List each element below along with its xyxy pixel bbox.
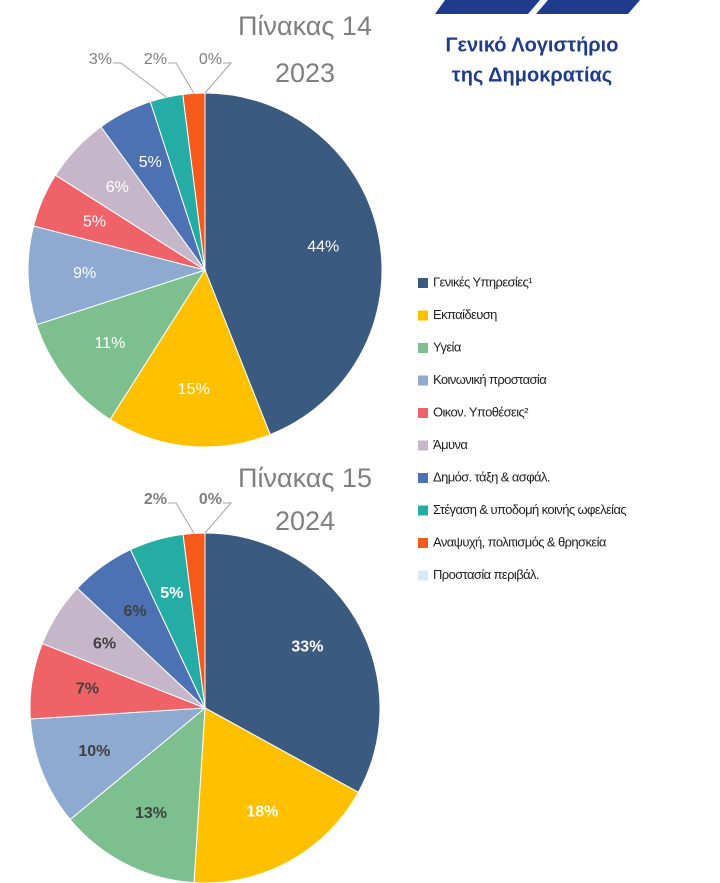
legend-label: Εκπαίδευση [433, 307, 497, 322]
data-label: 18% [246, 803, 278, 820]
chart-subtitle: 2024 [275, 506, 335, 536]
legend-label: Οικον. Υποθέσεις² [433, 404, 529, 419]
leader-line [113, 62, 167, 98]
data-label: 6% [106, 179, 129, 196]
data-label: 2% [144, 51, 167, 68]
legend-swatch [418, 310, 428, 321]
legend-label: Προστασία περιβάλ. [433, 567, 539, 582]
legend-label: Άμυνα [433, 437, 468, 452]
data-label: 2% [144, 491, 167, 508]
legend-label: Δημόσ. τάξη & ασφάλ. [433, 469, 550, 484]
logo-line: Γενικό Λογιστήριο [446, 34, 619, 56]
legend-label: Υγεία [433, 339, 462, 354]
chart-title: Πίνακας 15 [238, 463, 372, 493]
chart-title: Πίνακας 14 [238, 11, 372, 41]
legend-label: Κοινωνική προστασία [433, 372, 547, 387]
legend-swatch [418, 505, 428, 516]
logo-shape-gap [528, 0, 548, 14]
legend-swatch [418, 440, 428, 451]
pie-slice [29, 707, 207, 821]
leader-line [204, 502, 233, 534]
data-label: 11% [94, 335, 125, 352]
legend-swatch [418, 570, 428, 581]
legend-label: Αναψυχή, πολιτισμός & θρησκεία [433, 534, 607, 549]
data-label: 5% [160, 585, 183, 602]
logo-line: της Δημοκρατίας [452, 64, 612, 86]
legend-swatch [418, 278, 428, 288]
legend-label: Στέγαση & υποδομή κοινής ωφελείας [433, 502, 626, 517]
data-label: 9% [73, 265, 96, 282]
data-label: 5% [139, 154, 162, 171]
pie-slice [204, 92, 383, 436]
data-label: 5% [83, 213, 106, 230]
data-label: 10% [78, 743, 110, 760]
data-label: 3% [89, 51, 112, 68]
legend-label: Γενικές Υπηρεσίες¹ [433, 274, 533, 289]
pie-slice [204, 532, 381, 793]
legend-swatch [418, 375, 428, 386]
pie-slice [36, 269, 207, 421]
data-label: 15% [178, 381, 210, 398]
legend-swatch [418, 343, 428, 353]
chart-subtitle: 2023 [275, 58, 335, 88]
data-label: 6% [93, 635, 116, 652]
data-label: 33% [291, 639, 323, 656]
legend-swatch [418, 538, 428, 548]
data-label: 0% [199, 51, 222, 68]
data-label: 7% [76, 681, 99, 698]
data-label: 6% [123, 603, 146, 620]
pie-slice [27, 225, 207, 326]
data-label: 0% [199, 491, 222, 508]
pie-slice [69, 706, 206, 883]
legend-swatch [418, 408, 428, 418]
legend-swatch [418, 473, 428, 483]
leader-line [168, 502, 195, 534]
pie-slice [109, 268, 271, 448]
leader-line [168, 62, 195, 94]
data-label: 13% [135, 805, 167, 822]
leader-line [204, 62, 233, 94]
data-label: 44% [307, 239, 339, 256]
